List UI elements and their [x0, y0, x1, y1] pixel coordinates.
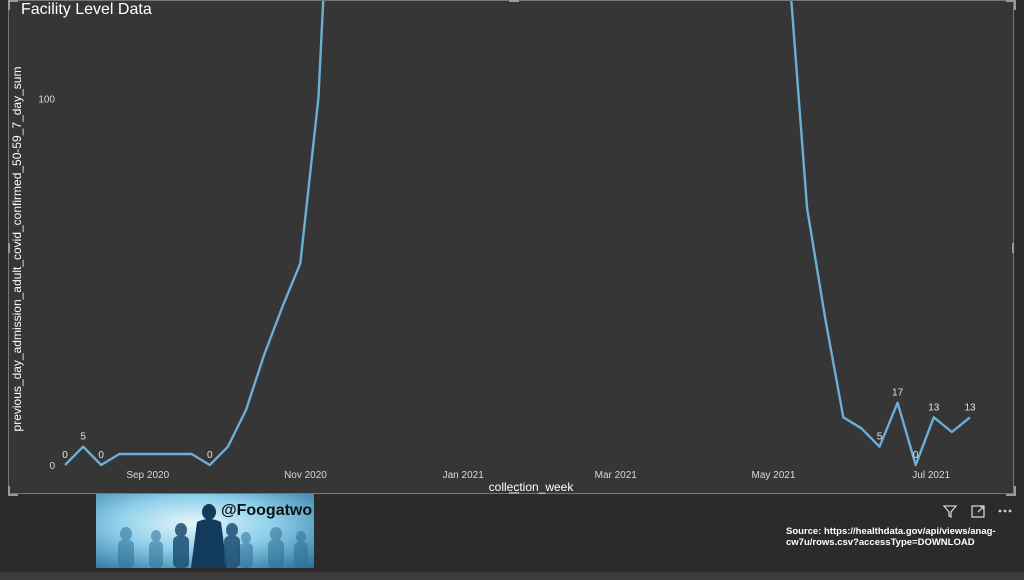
data-label: 0 [62, 450, 68, 461]
series-line [64, 1, 971, 467]
x-tick-label: May 2021 [752, 470, 796, 481]
x-axis-title: collection_week [489, 480, 575, 494]
focus-mode-icon[interactable] [970, 503, 986, 519]
resize-handle-tr[interactable] [1006, 0, 1016, 10]
data-label: 13 [928, 402, 940, 413]
data-label: 0 [98, 450, 104, 461]
data-label: 0 [913, 450, 919, 461]
bottom-divider [0, 572, 1024, 580]
filter-icon[interactable] [942, 503, 958, 519]
data-label: 13 [964, 402, 976, 413]
resize-handle-left[interactable] [8, 243, 10, 253]
y-axis-title: previous_day_admission_adult_covid_confi… [10, 67, 24, 432]
resize-handle-bottom[interactable] [509, 492, 519, 494]
x-tick-label: Nov 2020 [284, 470, 327, 481]
chart-title: Facility Level Data [21, 1, 152, 18]
x-tick-label: Jan 2021 [443, 470, 485, 481]
fog-figures-image [96, 494, 314, 568]
y-tick-label: 0 [49, 461, 55, 472]
source-note: Source: https://healthdata.gov/api/views… [786, 526, 996, 548]
foogatwo-logo: @Foogatwo [96, 494, 314, 568]
x-tick-label: Jul 2021 [912, 470, 950, 481]
chart-visual[interactable]: Facility Level Data 0100200300400Sep 202… [8, 0, 1014, 494]
resize-handle-right[interactable] [1012, 243, 1014, 253]
resize-handle-top[interactable] [509, 0, 519, 2]
data-label: 17 [892, 388, 904, 399]
y-tick-label: 100 [38, 94, 55, 105]
data-label: 5 [80, 432, 86, 443]
twitter-handle: @Foogatwo [221, 502, 313, 519]
x-tick-label: Sep 2020 [126, 470, 169, 481]
x-tick-label: Mar 2021 [595, 470, 638, 481]
more-options-icon[interactable] [997, 503, 1013, 519]
resize-handle-tl[interactable] [8, 0, 18, 10]
resize-handle-br[interactable] [1006, 486, 1016, 496]
data-label: 5 [877, 432, 883, 443]
resize-handle-bl[interactable] [8, 486, 18, 496]
data-label: 0 [207, 450, 213, 461]
